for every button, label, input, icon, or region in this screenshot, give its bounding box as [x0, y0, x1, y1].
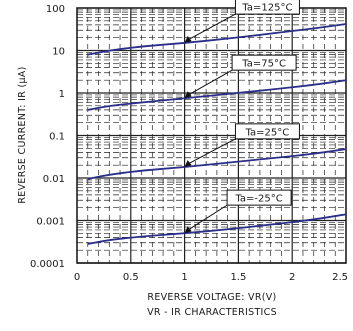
series-label-box-3: [226, 189, 292, 206]
x-tick-label: 1: [181, 272, 187, 283]
series-label-box-1: [231, 54, 297, 71]
arrowhead-icon: [184, 226, 192, 234]
x-tick-label: 0.5: [123, 272, 139, 283]
x-tick-label: 0: [74, 272, 80, 283]
y-tick-label: 0.001: [36, 217, 65, 228]
y-tick-label: 0.01: [43, 174, 65, 185]
y-tick-label: 10: [52, 47, 65, 58]
series-label-box-2: [234, 123, 300, 140]
series-layer: [87, 23, 347, 245]
arrowhead-icon: [184, 36, 192, 44]
series-line-2: [87, 148, 347, 180]
y-tick-label: 0.0001: [30, 259, 65, 270]
chart-grid: [77, 8, 346, 264]
series-labels: Ta=125°C Ta=75°C Ta=25°C Ta=-25°C: [184, 0, 300, 234]
y-tick-label: 0.1: [49, 132, 65, 143]
arrowhead-icon: [184, 91, 192, 99]
y-axis-title: REVERSE CURRENT: IR (µA): [17, 66, 28, 203]
x-tick-label: 2.5: [332, 272, 348, 283]
x-tick-label: 2: [289, 272, 295, 283]
series-label-2: Ta=25°C: [245, 127, 290, 138]
x-axis-subtitle: VR - IR CHARACTERISTICS: [147, 307, 277, 318]
series-label-arrow-1: [187, 69, 233, 96]
series-label-arrow-0: [187, 13, 236, 41]
x-tick-labels: 0 0.5 1 1.5 2 2.5: [74, 272, 348, 283]
series-label-box-0: [234, 0, 300, 15]
series-label-0: Ta=125°C: [241, 3, 292, 14]
series-line-1: [87, 79, 347, 111]
y-tick-label: 100: [46, 4, 65, 15]
series-label-arrow-3: [187, 204, 228, 231]
y-tick-label: 1: [59, 89, 65, 100]
series-line-0: [87, 23, 347, 56]
y-tick-labels: 100 10 1 0.1 0.01 0.001 0.0001: [30, 4, 65, 270]
series-line-3: [87, 213, 347, 245]
series-label-3: Ta=-25°C: [234, 194, 282, 205]
series-label-1: Ta=75°C: [241, 59, 286, 70]
arrowhead-icon: [184, 160, 192, 168]
x-tick-label: 1.5: [230, 272, 246, 283]
series-label-arrow-2: [187, 138, 236, 165]
plot-frame: [76, 7, 347, 264]
x-axis-title: REVERSE VOLTAGE: VR(V): [147, 292, 276, 303]
